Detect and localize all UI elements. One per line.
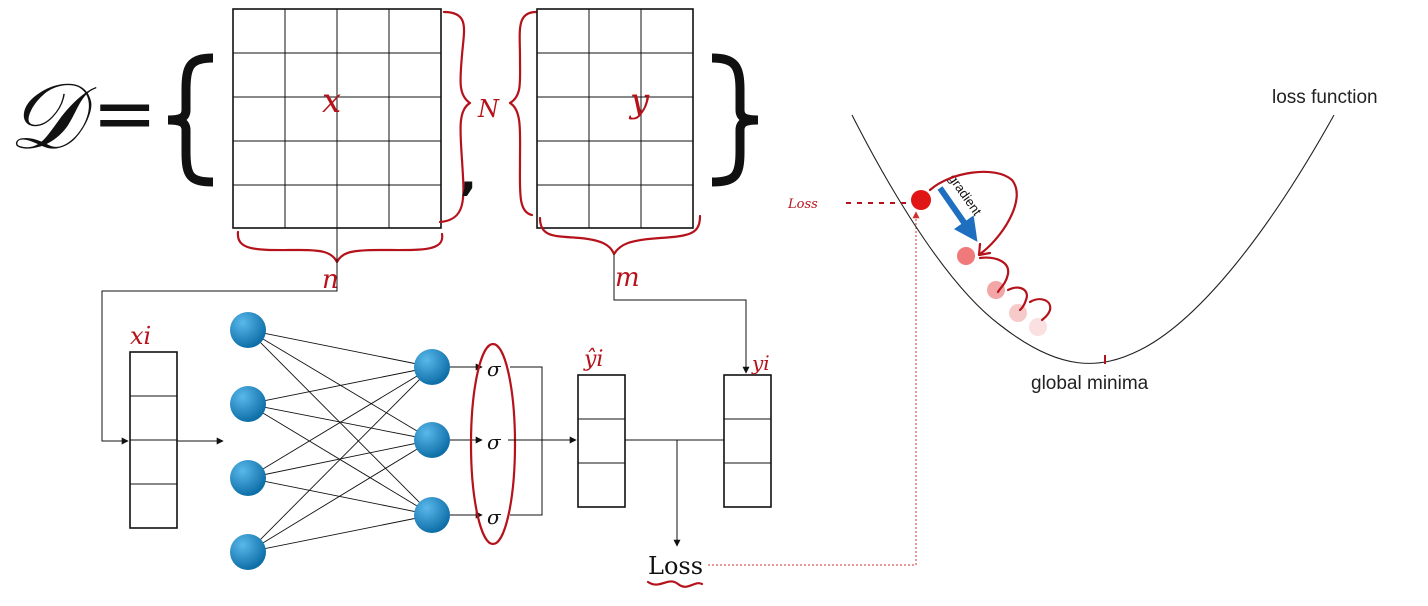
- prediction-label: ŷi: [583, 347, 603, 372]
- global-minima-label: global minima: [1031, 373, 1149, 394]
- input-node-4: [230, 534, 266, 570]
- prediction-vector: [577, 374, 626, 508]
- y-left-brace: [508, 10, 538, 217]
- sigma-ellipse: [469, 342, 517, 546]
- target-label: yi: [751, 351, 770, 375]
- current-loss-point: [911, 190, 931, 210]
- loss-underline: [646, 580, 704, 588]
- output-node-2: [414, 422, 450, 458]
- target-wire: [613, 254, 750, 374]
- step-loop-3: [1006, 286, 1028, 312]
- x-matrix-label: x: [322, 81, 341, 121]
- separator-comma: ,: [460, 150, 477, 201]
- input-vector: [129, 351, 178, 529]
- input-wire: [101, 228, 338, 445]
- rows-brace: [438, 10, 472, 224]
- sigma-2: σ: [487, 430, 502, 454]
- rows-label: N: [477, 95, 500, 123]
- x-matrix: [232, 8, 442, 229]
- step-loop-2: [978, 256, 1010, 294]
- loss-curve: [851, 114, 1335, 364]
- network-connections: [247, 329, 433, 553]
- descent-point-2: [957, 247, 975, 265]
- loss-function-label: loss function: [1272, 87, 1378, 108]
- loss-label: Loss: [648, 552, 703, 580]
- step-loop-1-head: [977, 242, 992, 257]
- loss-to-point-connector: [708, 211, 920, 566]
- descent-point-3: [987, 281, 1005, 299]
- x-cols-brace: [236, 230, 444, 264]
- open-brace: [167, 53, 214, 187]
- y-matrix-label: y: [628, 81, 650, 121]
- step-loop-1: [928, 170, 1018, 256]
- input-node-1: [230, 312, 266, 348]
- equals-sign: =: [92, 69, 157, 159]
- output-node-3: [414, 497, 450, 533]
- input-node-2: [230, 386, 266, 422]
- input-node-3: [230, 460, 266, 496]
- y-cols-label: m: [615, 263, 640, 293]
- curve-loss-marker-label: Loss: [787, 197, 818, 212]
- sigma-collector: [510, 366, 543, 516]
- x-cols-label: n: [322, 265, 339, 295]
- descent-point-4: [1009, 304, 1027, 322]
- sigma-3: σ: [487, 505, 502, 529]
- descent-point-5: [1029, 318, 1047, 336]
- sigma-1: σ: [487, 357, 502, 381]
- y-matrix: [536, 8, 694, 229]
- input-vector-label: xi: [130, 322, 151, 350]
- target-vector: [723, 374, 772, 508]
- step-loop-4: [1028, 298, 1052, 322]
- dataset-symbol: 𝒟: [8, 63, 97, 170]
- output-node-1: [414, 349, 450, 385]
- gradient-arrow: [937, 186, 978, 242]
- close-brace: [711, 53, 759, 187]
